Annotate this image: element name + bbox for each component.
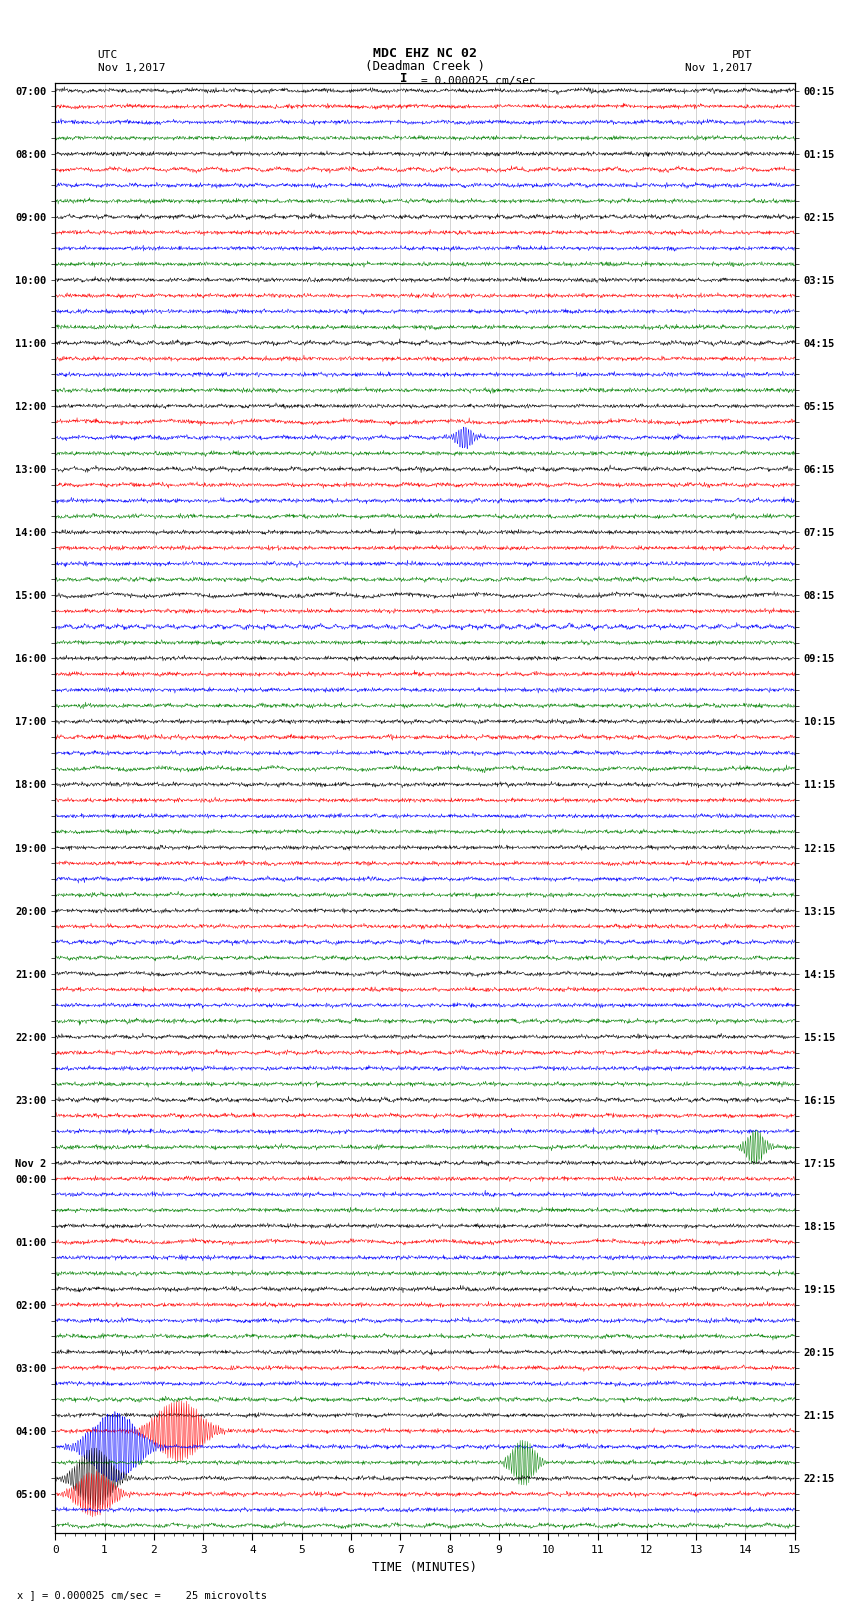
Text: UTC: UTC — [98, 50, 118, 60]
Text: MDC EHZ NC 02: MDC EHZ NC 02 — [373, 47, 477, 60]
Text: = 0.000025 cm/sec: = 0.000025 cm/sec — [421, 76, 536, 85]
Text: I: I — [400, 73, 407, 85]
Text: (Deadman Creek ): (Deadman Creek ) — [365, 60, 485, 73]
Text: x ] = 0.000025 cm/sec =    25 microvolts: x ] = 0.000025 cm/sec = 25 microvolts — [17, 1590, 267, 1600]
Text: PDT: PDT — [732, 50, 752, 60]
X-axis label: TIME (MINUTES): TIME (MINUTES) — [372, 1561, 478, 1574]
Text: Nov 1,2017: Nov 1,2017 — [98, 63, 165, 73]
Text: Nov 1,2017: Nov 1,2017 — [685, 63, 752, 73]
